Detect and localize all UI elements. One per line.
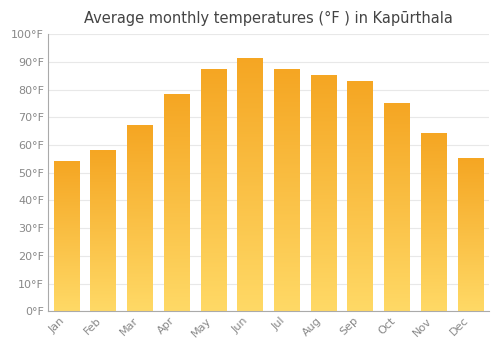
- Title: Average monthly temperatures (°F ) in Kapūrthala: Average monthly temperatures (°F ) in Ka…: [84, 11, 453, 26]
